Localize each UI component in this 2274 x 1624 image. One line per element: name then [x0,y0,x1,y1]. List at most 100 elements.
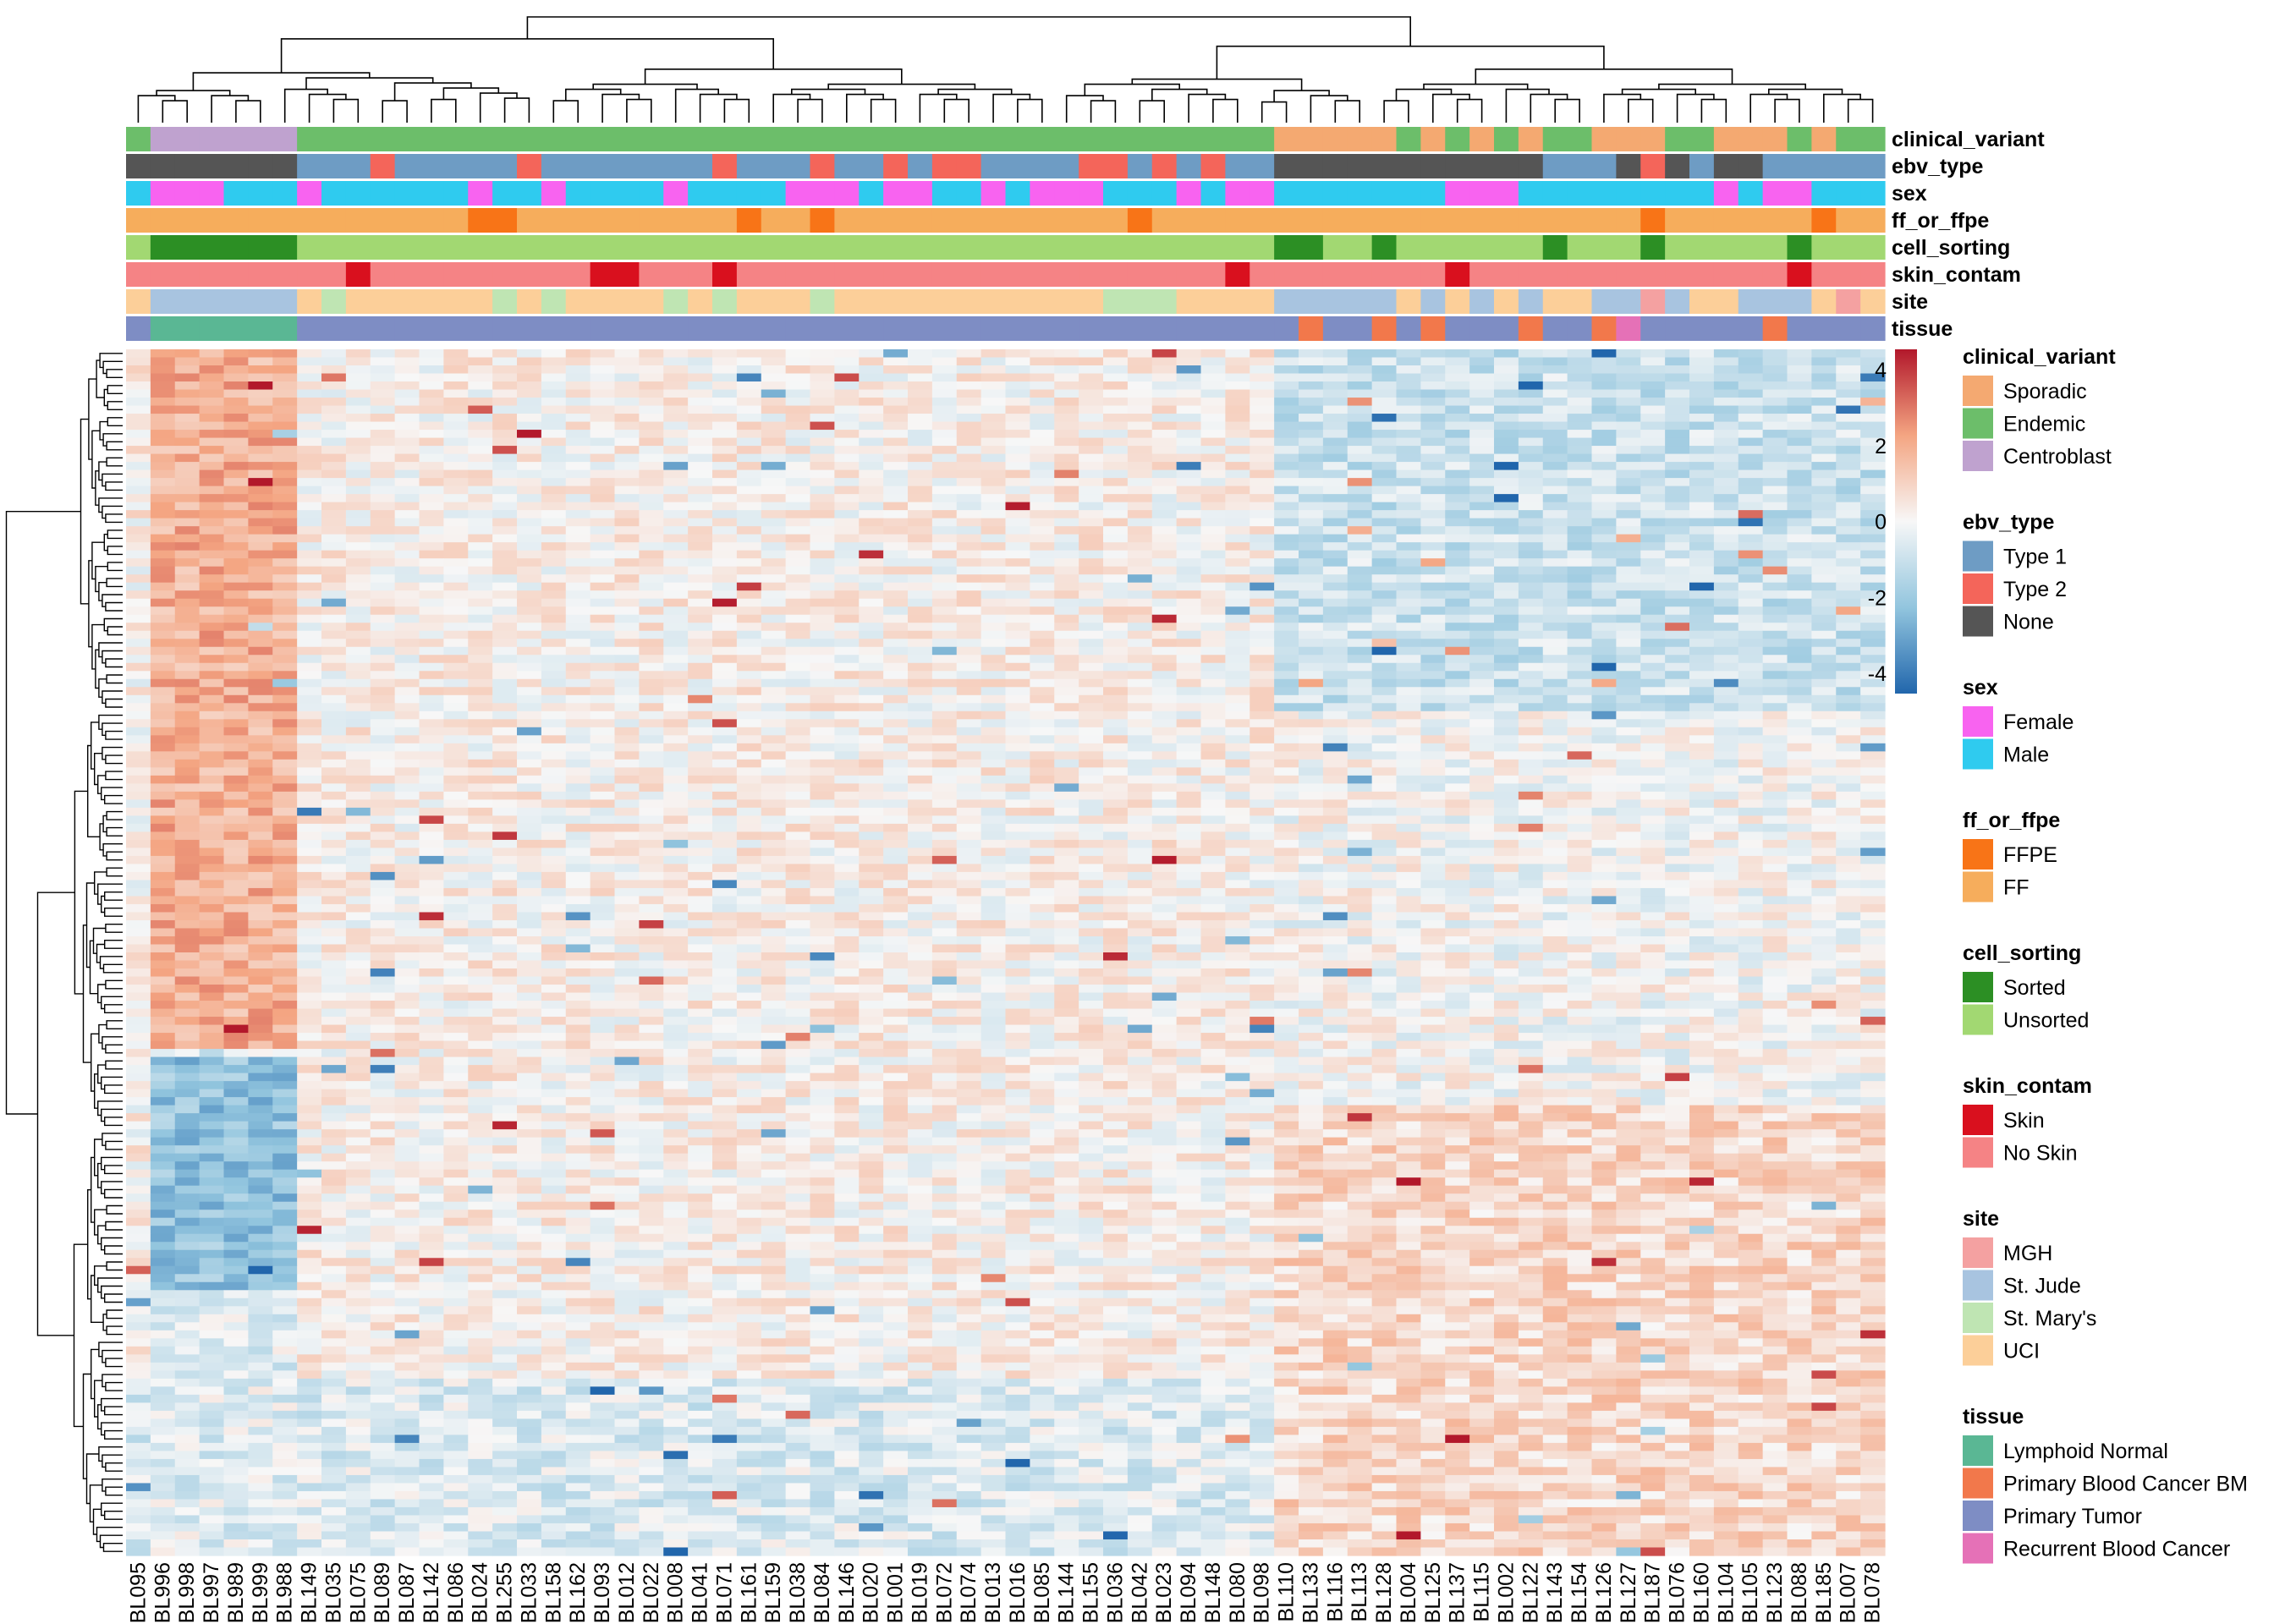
heatmap-cell [956,694,982,704]
heatmap-cell [1494,486,1519,495]
heatmap-cell [419,823,444,832]
heatmap-cell [419,735,444,744]
annotation-cell [908,289,933,314]
annotation-cell [541,127,567,151]
heatmap-cell [541,534,567,543]
heatmap-cell [859,405,884,414]
heatmap-cell [199,678,225,688]
heatmap-cell [834,590,860,600]
heatmap-cell [443,405,469,414]
annotation-cell [1420,154,1446,178]
heatmap-cell [931,799,958,809]
heatmap-cell [956,614,982,623]
heatmap-cell [223,478,249,487]
heatmap-cell [785,694,811,704]
heatmap-cell [1176,598,1202,607]
annotation-cell [150,208,176,233]
heatmap-cell [565,462,591,471]
annotation-cell [1591,181,1617,206]
heatmap-cell [1151,751,1178,760]
annotation-cell [1762,154,1788,178]
heatmap-cell [1420,735,1446,744]
heatmap-cell [1860,727,1886,736]
heatmap-cell [1127,823,1153,832]
heatmap-cell [1542,526,1568,535]
heatmap-cell [1665,574,1690,584]
heatmap-cell [223,719,249,728]
heatmap-cell [1005,349,1030,359]
heatmap-cell [1713,526,1739,535]
heatmap-cell [1542,743,1568,752]
heatmap-cell [1225,502,1250,511]
heatmap-cell [394,743,420,752]
heatmap-cell [468,727,493,736]
heatmap-cell [663,639,689,648]
heatmap-cell [785,646,811,656]
heatmap-cell [1420,462,1446,471]
heatmap-cell [492,815,518,825]
heatmap-cell [321,751,347,760]
heatmap-cell [1542,486,1568,495]
heatmap-cell [956,783,982,793]
heatmap-cell [1420,398,1446,407]
heatmap-cell [1127,582,1153,591]
heatmap-cell [1836,694,1861,704]
heatmap-cell [565,558,591,568]
heatmap-cell [321,349,347,359]
heatmap-cell [785,478,811,487]
heatmap-cell [1079,365,1104,375]
heatmap-cell [712,550,738,559]
heatmap-cell [248,606,273,616]
heatmap-cell [1396,446,1421,455]
heatmap-cell [785,710,811,720]
heatmap-cell [1079,735,1104,744]
heatmap-cell [1176,469,1202,479]
heatmap-cell [1127,558,1153,568]
annotation-cell [908,235,933,260]
heatmap-cell [859,630,884,639]
annotation-cell [468,289,493,314]
heatmap-cell [590,662,616,672]
heatmap-cell [1200,398,1226,407]
heatmap-cell [1005,486,1030,495]
annotation-cell [1689,127,1715,151]
heatmap-cell [1225,630,1250,639]
heatmap-cell [419,566,444,575]
heatmap-cell [345,526,371,535]
heatmap-cell [1689,558,1715,568]
heatmap-cell [956,799,982,809]
heatmap-cell [297,791,322,800]
annotation-cell [223,154,249,178]
heatmap-cell [1250,630,1275,639]
heatmap-cell [1322,389,1348,398]
heatmap-cell [370,655,396,664]
heatmap-cell [736,710,762,720]
heatmap-cell [1616,719,1641,728]
annotation-cell [1665,181,1690,206]
heatmap-cell [663,735,689,744]
heatmap-cell [443,703,469,712]
heatmap-cell [517,719,542,728]
heatmap-cell [614,735,640,744]
heatmap-cell [297,767,322,776]
annotation-cell [517,316,542,341]
heatmap-cell [199,381,225,391]
heatmap-cell [590,807,616,816]
heatmap-cell [517,687,542,696]
annotation-cell [1494,235,1519,260]
annotation-cell [1396,235,1421,260]
heatmap-cell [150,566,176,575]
annotation-cell [517,235,542,260]
heatmap-cell [1030,783,1055,793]
heatmap-cell [419,655,444,664]
annotation-cell [1689,289,1715,314]
heatmap-cell [468,494,493,503]
heatmap-cell [1274,381,1299,391]
heatmap-cell [1469,542,1495,551]
heatmap-cell [1591,558,1617,568]
heatmap-cell [1299,542,1324,551]
heatmap-cell [1689,759,1715,768]
heatmap-cell [1665,381,1690,391]
heatmap-cell [883,574,909,584]
annotation-cell [1542,316,1568,341]
